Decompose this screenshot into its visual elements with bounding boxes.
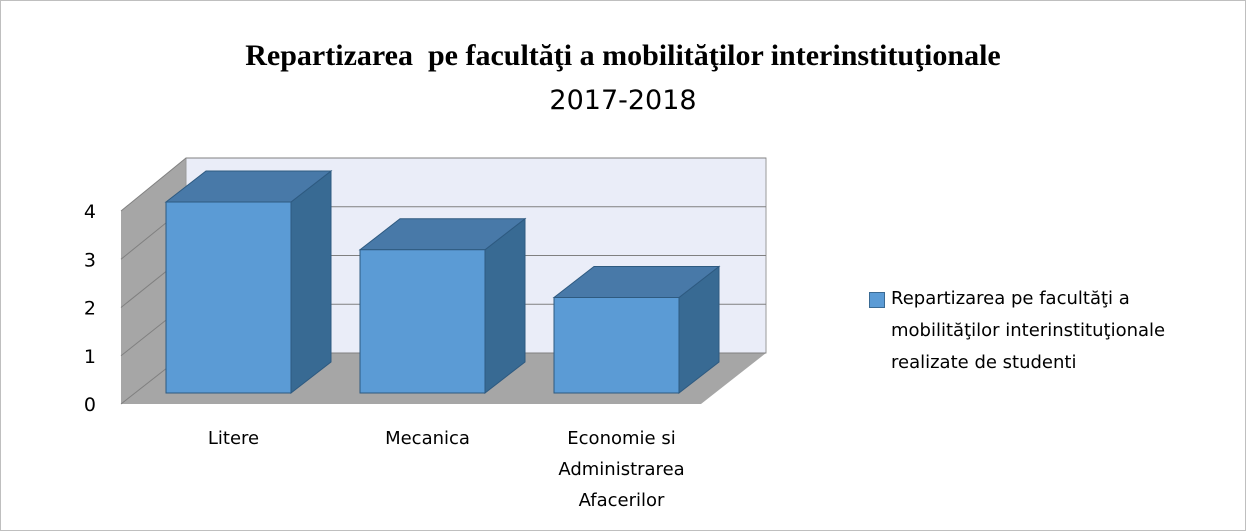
y-tick-label: 4 — [84, 201, 96, 223]
bar — [164, 169, 333, 395]
bar-front — [359, 249, 486, 394]
bar-front — [165, 201, 292, 394]
x-tick-label: Litere — [207, 428, 260, 449]
grid-line — [120, 157, 187, 212]
bar-front — [553, 297, 680, 394]
x-tick-label: Economie si Administrarea Afacerilor — [558, 428, 685, 511]
y-tick-label: 1 — [84, 346, 96, 368]
y-tick-label: 3 — [84, 249, 96, 271]
bar-side — [290, 169, 332, 395]
legend-key — [869, 292, 885, 308]
y-tick-label: 0 — [84, 394, 96, 416]
bar — [358, 217, 527, 395]
chart-subtitle: 2017-2018 — [549, 85, 697, 116]
legend-entry: Repartizarea pe facultăţi a mobilităţilo… — [891, 288, 1166, 373]
y-tick-label: 2 — [84, 298, 96, 320]
x-tick-label: Mecanica — [385, 428, 470, 449]
bar — [552, 265, 721, 395]
chart-title: Repartizarea pe facultăţi a mobilităţilo… — [245, 39, 1001, 72]
